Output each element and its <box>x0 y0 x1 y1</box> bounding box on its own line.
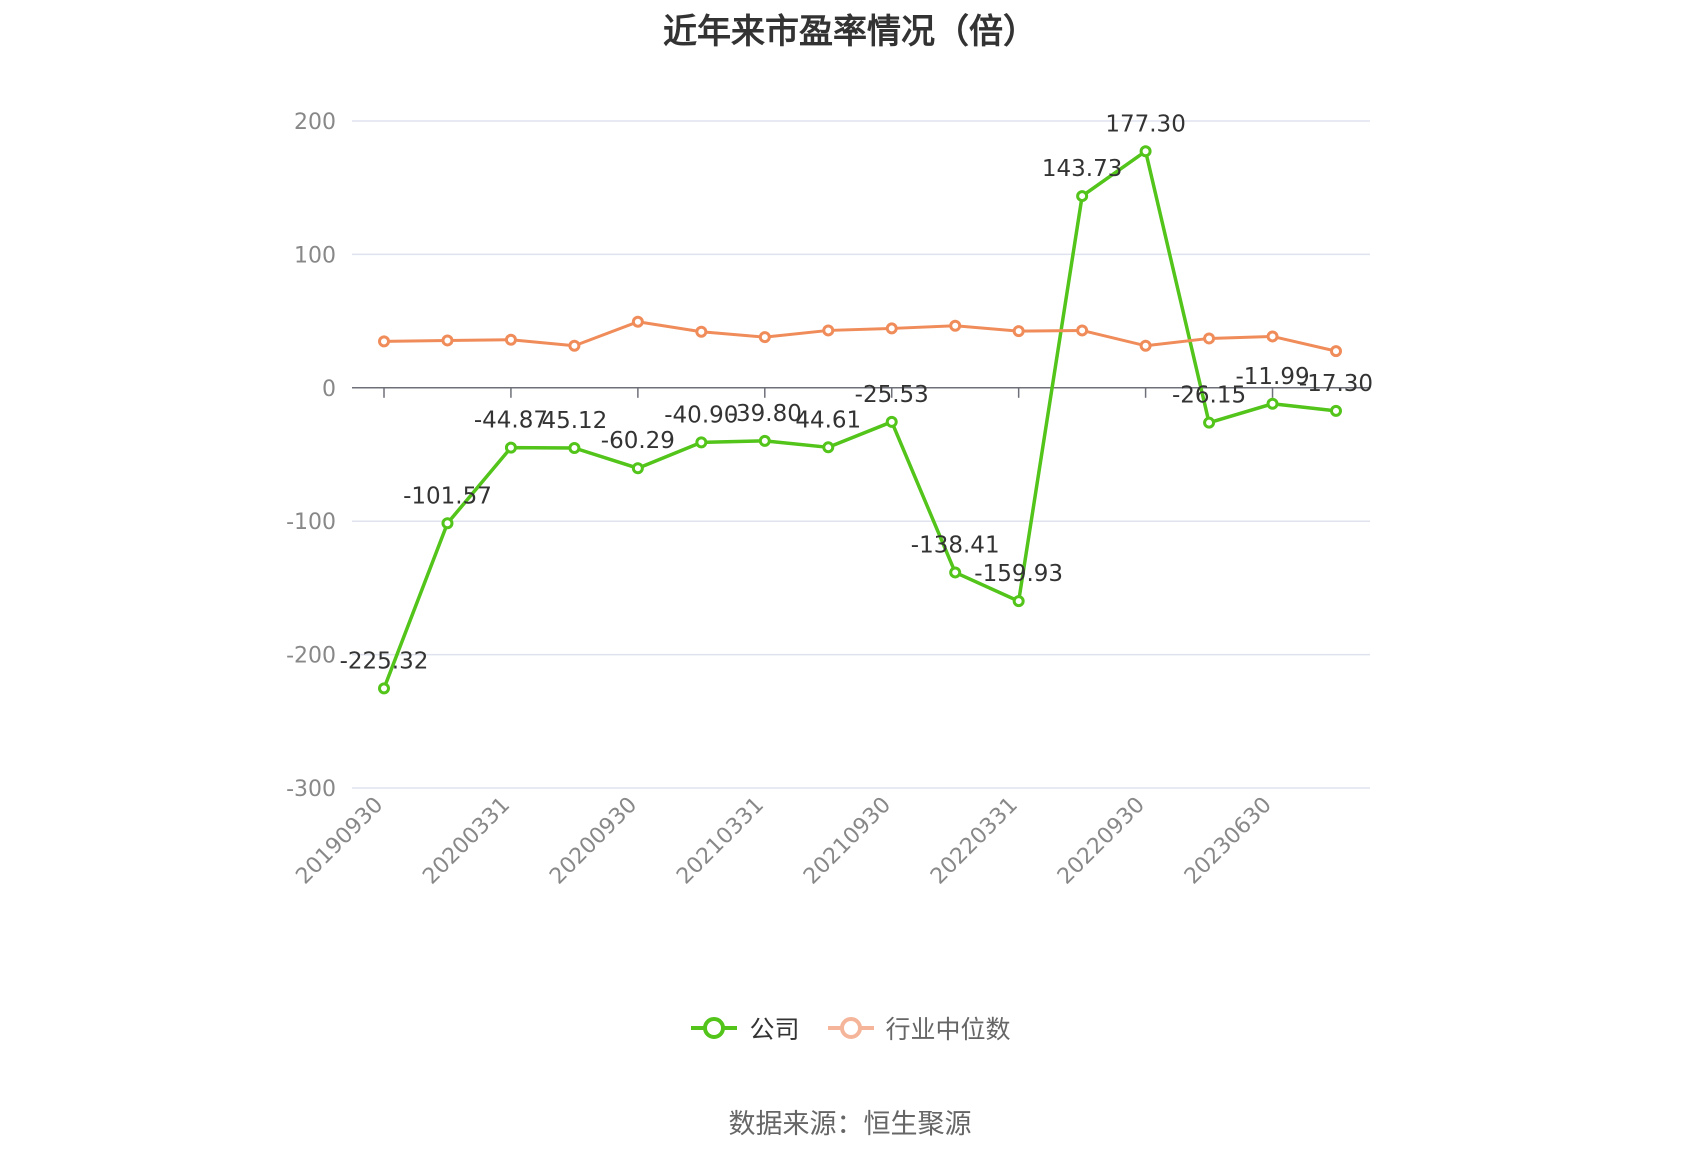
data-label: -60.29 <box>601 428 675 454</box>
data-point-industry <box>631 315 644 328</box>
data-point-industry <box>1203 332 1216 345</box>
data-point-company <box>504 441 517 454</box>
x-tick-label: 20200331 <box>418 793 515 890</box>
data-point-industry <box>504 333 517 346</box>
data-label: -138.41 <box>911 532 1000 558</box>
data-point-industry <box>949 319 962 332</box>
x-tick-label: 20190930 <box>291 793 388 890</box>
legend-item-industry[interactable]: 行业中位数 <box>826 1010 1011 1046</box>
data-label: -225.32 <box>340 648 429 674</box>
data-point-company <box>1266 397 1279 410</box>
data-label: -26.15 <box>1172 383 1246 409</box>
legend-industry-label: 行业中位数 <box>885 1015 1011 1044</box>
data-label: 45.12 <box>541 408 607 434</box>
data-point-company <box>1330 404 1342 417</box>
legend-item-company[interactable]: 公司 <box>689 1010 800 1046</box>
data-point-industry <box>885 322 898 335</box>
y-tick-label: 100 <box>294 243 336 268</box>
data-point-industry <box>568 339 581 352</box>
data-label: -44.87 <box>474 408 548 434</box>
x-tick-label: 20220331 <box>926 793 1023 890</box>
data-point-company <box>631 462 644 475</box>
data-label: -17.30 <box>1299 371 1373 397</box>
y-tick-label: 200 <box>294 110 336 135</box>
series-line-company <box>382 149 1337 690</box>
data-point-company <box>758 434 771 447</box>
y-tick-label: -200 <box>286 644 336 669</box>
data-label: -39.80 <box>728 401 802 427</box>
data-point-company <box>441 517 454 530</box>
x-tick-label: 20210930 <box>799 793 896 890</box>
data-point-industry <box>1330 345 1342 358</box>
x-tick-label: 20210331 <box>672 793 769 890</box>
data-label: 143.73 <box>1042 156 1122 182</box>
series-line-industry <box>383 320 1337 353</box>
data-label: -101.57 <box>403 483 492 509</box>
data-label: -11.99 <box>1235 364 1309 390</box>
data-source: 数据来源：恒生聚源 <box>728 1109 972 1140</box>
data-point-company <box>1076 190 1089 203</box>
data-point-company <box>378 682 390 695</box>
data-point-industry <box>441 334 454 347</box>
data-point-company <box>885 415 898 428</box>
data-point-company <box>1203 416 1216 429</box>
legend-company-label: 公司 <box>749 1015 800 1044</box>
y-tick-label: -300 <box>286 777 336 802</box>
y-tick-label: 0 <box>322 377 336 402</box>
chart-title: 近年来市盈率情况（倍） <box>663 12 1037 52</box>
data-point-company <box>1012 595 1025 608</box>
data-point-industry <box>1266 330 1279 343</box>
data-label: 177.30 <box>1105 111 1185 137</box>
x-tick-label: 20200930 <box>545 793 642 890</box>
data-point-company <box>1139 145 1152 158</box>
data-point-industry <box>822 324 835 337</box>
legend-company-marker <box>691 1017 738 1039</box>
data-point-company <box>822 441 835 454</box>
legend-industry-marker <box>827 1017 874 1039</box>
legend: 公司 行业中位数 <box>0 1010 1700 1046</box>
y-tick-label: -100 <box>286 510 336 535</box>
data-point-industry <box>1076 324 1089 337</box>
data-point-company <box>949 566 962 579</box>
data-label: -25.53 <box>855 382 929 408</box>
data-label: -159.93 <box>974 561 1063 587</box>
data-point-company <box>568 441 581 454</box>
data-point-industry <box>1012 325 1025 338</box>
data-point-industry <box>1139 339 1152 352</box>
data-point-industry <box>758 331 771 344</box>
x-tick-label: 20220930 <box>1053 793 1150 890</box>
data-label: 44.61 <box>795 407 861 433</box>
x-tick-label: 20230630 <box>1180 793 1277 890</box>
data-point-company <box>695 436 708 449</box>
data-label: -40.90 <box>664 402 738 428</box>
data-point-industry <box>378 335 390 348</box>
data-point-industry <box>695 325 708 338</box>
